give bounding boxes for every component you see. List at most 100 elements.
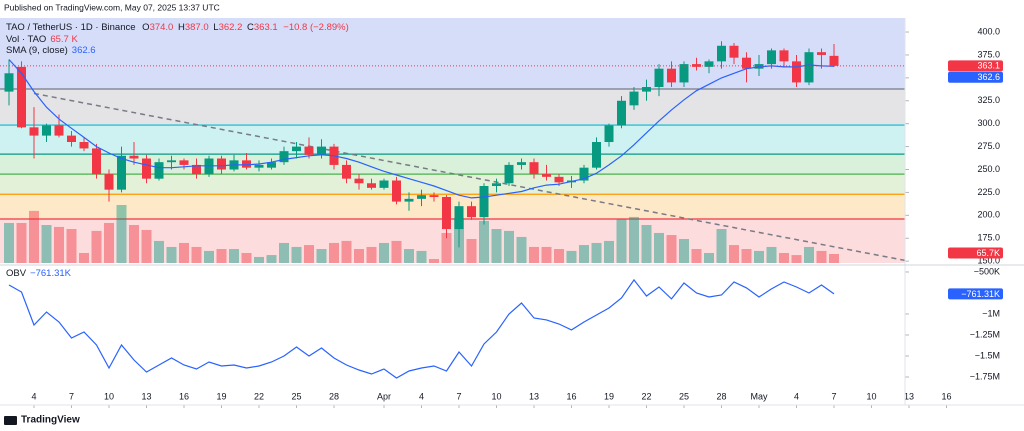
candle-body <box>304 146 314 155</box>
candle-body <box>742 57 751 69</box>
x-tick-label: 22 <box>254 391 264 401</box>
candle-body <box>492 183 501 187</box>
zone <box>0 154 905 175</box>
volume-bar <box>279 242 289 263</box>
y-tick-label: 275.0 <box>977 141 1000 151</box>
axes: 400.0375.0350.0325.0300.0275.0250.0225.0… <box>31 26 1003 408</box>
candle-body <box>4 73 14 92</box>
ohlc-legend: TAO / TetherUS · 1D · Binance O374.0 H38… <box>6 22 349 33</box>
volume-bar <box>266 255 277 263</box>
volume-bar <box>379 242 389 263</box>
volume-bar <box>291 246 302 263</box>
low: 362.2 <box>219 22 243 33</box>
volume-bar <box>766 246 777 263</box>
x-tick-label: 10 <box>104 391 114 401</box>
o-label: O <box>142 22 149 33</box>
volume-bar <box>129 225 139 263</box>
x-tick-label: 10 <box>491 391 501 401</box>
candle-body <box>67 135 76 143</box>
x-tick-label: 4 <box>794 391 799 401</box>
c-label: C <box>247 22 254 33</box>
volume-bar <box>91 230 102 263</box>
x-tick-label: 4 <box>419 391 424 401</box>
y-tick-label: 400.0 <box>977 26 1000 36</box>
candle-body <box>254 164 264 168</box>
y-tick-label: 200.0 <box>977 210 1000 220</box>
candle-body <box>579 167 589 181</box>
candle-body <box>642 87 651 92</box>
volume-bar <box>316 249 327 263</box>
candle-body <box>242 160 251 168</box>
volume-bar <box>641 225 652 263</box>
volume-bar <box>429 259 439 263</box>
candle-body <box>829 55 839 66</box>
zone <box>0 194 905 220</box>
candle-body <box>42 125 51 136</box>
y-tick-label: 150.0 <box>977 256 1000 266</box>
price-badge: 363.1 <box>977 61 1000 71</box>
volume-bar <box>616 218 627 263</box>
volume-bar <box>116 205 127 263</box>
volume-bar <box>216 249 227 263</box>
obv-value: −761.31K <box>30 268 72 279</box>
volume-bar <box>691 249 702 263</box>
candle-body <box>817 52 826 55</box>
candle-body <box>704 61 714 67</box>
volume-bar <box>166 246 177 263</box>
candle-body <box>504 164 514 184</box>
volume-bar <box>304 245 314 263</box>
volume-bar <box>716 228 727 263</box>
x-tick-label: 25 <box>679 391 689 401</box>
candle-body <box>179 160 189 165</box>
volume-bar <box>466 239 477 263</box>
x-tick-label: 16 <box>179 391 189 401</box>
volume-bar <box>779 252 789 263</box>
obv-tick-label: −1M <box>982 308 1000 318</box>
volume-bar <box>254 256 264 263</box>
volume-bar <box>79 252 89 263</box>
volume-bar <box>479 220 489 263</box>
candle-body <box>292 146 301 152</box>
candle-body <box>454 206 464 230</box>
x-tick-label: 22 <box>641 391 651 401</box>
candle-body <box>192 164 201 175</box>
volume-bar <box>4 222 14 263</box>
volume-bar <box>329 242 339 263</box>
candle-body <box>54 125 64 136</box>
plot-area <box>0 18 905 379</box>
obv-badge-bg <box>948 288 1003 300</box>
x-tick-label: 10 <box>866 391 876 401</box>
candle-body <box>467 206 476 218</box>
candle-body <box>717 45 726 62</box>
candle-body <box>542 174 551 177</box>
volume-bar <box>504 230 514 263</box>
candle-body <box>429 195 439 198</box>
x-tick-label: May <box>750 391 768 401</box>
y-tick-label: 175.0 <box>977 233 1000 243</box>
volume-bar <box>66 228 77 263</box>
volume-bar <box>554 249 564 263</box>
volume-bar <box>804 246 814 263</box>
volume-legend: Vol · TAO 65.7 K <box>6 34 78 45</box>
sma-badge: 362.6 <box>977 72 1000 82</box>
candle-body <box>417 195 426 199</box>
candle-body <box>354 178 364 184</box>
candle-body <box>617 100 626 126</box>
volume-bar <box>354 249 364 263</box>
x-tick-label: 19 <box>216 391 226 401</box>
trendline <box>33 92 905 262</box>
y-tick-label: 300.0 <box>977 118 1000 128</box>
volume-bar <box>341 240 352 263</box>
volume-badge-bg <box>948 247 1003 259</box>
volume-bar <box>704 252 714 263</box>
sma-badge-bg <box>948 71 1003 83</box>
volume-bar <box>666 235 677 263</box>
zone <box>0 89 905 126</box>
candle-body <box>367 183 376 188</box>
volume-bar <box>604 240 614 263</box>
x-tick-label: 28 <box>716 391 726 401</box>
zone <box>0 125 905 155</box>
volume-bar <box>591 242 602 263</box>
candle-body <box>17 66 26 128</box>
